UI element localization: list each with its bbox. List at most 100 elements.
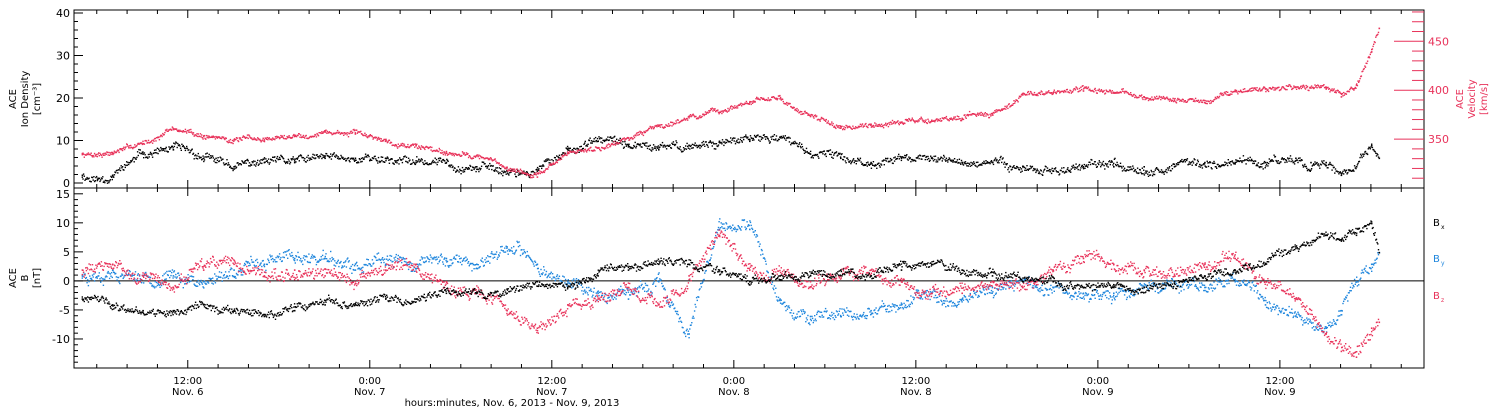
velocity-series-point <box>1192 98 1194 100</box>
density-series-point <box>516 171 518 173</box>
velocity-series-point <box>1371 48 1374 50</box>
velocity-series-point <box>389 142 391 144</box>
density-series-point <box>971 162 974 164</box>
velocity-series-point <box>842 128 845 130</box>
by-series-point <box>121 273 123 275</box>
density-series-point <box>729 140 731 143</box>
density-series-point <box>885 157 887 160</box>
density-series-point <box>964 161 967 163</box>
velocity-series-point <box>122 147 124 150</box>
velocity-series-point <box>196 133 198 135</box>
density-series-point <box>833 154 835 156</box>
velocity-series-point <box>1302 86 1304 88</box>
density-series-point <box>196 155 198 157</box>
density-series-point <box>174 143 176 145</box>
density-series-point <box>1242 160 1244 162</box>
density-series-point <box>1108 161 1110 163</box>
density-series-point <box>1237 160 1239 162</box>
velocity-series-anchor <box>1082 90 1085 92</box>
by-series-point <box>91 278 93 281</box>
density-series-point <box>321 157 323 160</box>
by-series-point <box>463 257 466 259</box>
density-series-point <box>702 140 705 143</box>
density-series-point <box>599 138 601 140</box>
by-series-point <box>213 280 215 283</box>
density-series-point <box>280 154 282 157</box>
by-series-point <box>516 240 518 243</box>
density-series-point <box>1227 164 1229 167</box>
velocity-series-point <box>785 103 787 105</box>
by-series-point <box>506 250 509 252</box>
velocity-series-point <box>431 146 433 149</box>
by-series-point <box>375 259 378 261</box>
density-series-point <box>906 158 909 160</box>
density-series-point <box>464 168 466 171</box>
density-series-point <box>1044 168 1046 170</box>
velocity-series-point <box>1353 89 1355 91</box>
velocity-series-point <box>870 124 872 126</box>
velocity-series-point <box>1328 87 1331 90</box>
density-series-point <box>316 154 318 156</box>
density-series-point <box>92 179 94 181</box>
by-series-point <box>343 261 345 264</box>
by-series-point <box>247 261 249 263</box>
by-series-point <box>336 260 339 263</box>
velocity-series-point <box>450 152 453 155</box>
by-series-point <box>590 290 593 292</box>
velocity-series-anchor <box>233 139 235 141</box>
velocity-series-point <box>807 113 810 115</box>
density-series-point <box>1216 167 1218 169</box>
density-series-point <box>110 176 113 178</box>
velocity-series-point <box>827 122 829 124</box>
velocity-series-anchor <box>1022 94 1024 96</box>
velocity-series-point <box>714 108 716 110</box>
density-series-point <box>1008 171 1010 173</box>
by-series-point <box>231 275 234 277</box>
density-series-point <box>697 145 699 147</box>
velocity-series-point <box>650 126 652 128</box>
by-series-point <box>498 255 500 257</box>
by-series-point <box>151 284 154 286</box>
velocity-series-point <box>270 138 273 140</box>
density-series-point <box>788 141 791 143</box>
by-series-point <box>135 280 137 282</box>
velocity-series-point <box>635 135 637 137</box>
density-series-point <box>1281 157 1283 159</box>
velocity-series-point <box>1248 89 1251 91</box>
velocity-series-point <box>1210 102 1212 104</box>
density-series-point <box>113 176 115 178</box>
velocity-series-point <box>245 136 247 139</box>
velocity-series-point <box>550 164 552 166</box>
density-series-point <box>1288 160 1290 162</box>
velocity-series-point <box>144 140 146 142</box>
density-series-point <box>735 141 737 143</box>
velocity-series-point <box>535 174 537 176</box>
density-series-point <box>1218 165 1220 168</box>
density-series-point <box>273 156 275 158</box>
velocity-series-point <box>318 132 320 134</box>
velocity-series-point <box>642 132 644 134</box>
density-series-point <box>745 134 747 136</box>
by-series-point <box>94 272 96 274</box>
velocity-series-point <box>1200 99 1202 101</box>
density-series-point <box>1055 170 1057 172</box>
velocity-series-point <box>775 97 778 99</box>
velocity-series-point <box>182 130 184 132</box>
density-series-point <box>704 145 706 147</box>
density-series-point <box>700 145 703 148</box>
density-series-point <box>892 162 894 165</box>
velocity-series-point <box>713 108 715 110</box>
velocity-series-point <box>834 126 836 129</box>
density-series-point <box>123 169 125 171</box>
velocity-series-point <box>1377 31 1380 34</box>
velocity-series-point <box>165 130 167 132</box>
by-series-point <box>450 259 453 261</box>
by-series-point <box>377 259 379 261</box>
by-series-point <box>386 258 388 260</box>
density-series-point <box>1180 160 1182 163</box>
velocity-series-point <box>216 137 219 139</box>
velocity-series-point <box>471 158 473 160</box>
density-series-point <box>939 157 941 160</box>
density-series-point <box>889 157 892 160</box>
by-series-point <box>346 258 348 260</box>
